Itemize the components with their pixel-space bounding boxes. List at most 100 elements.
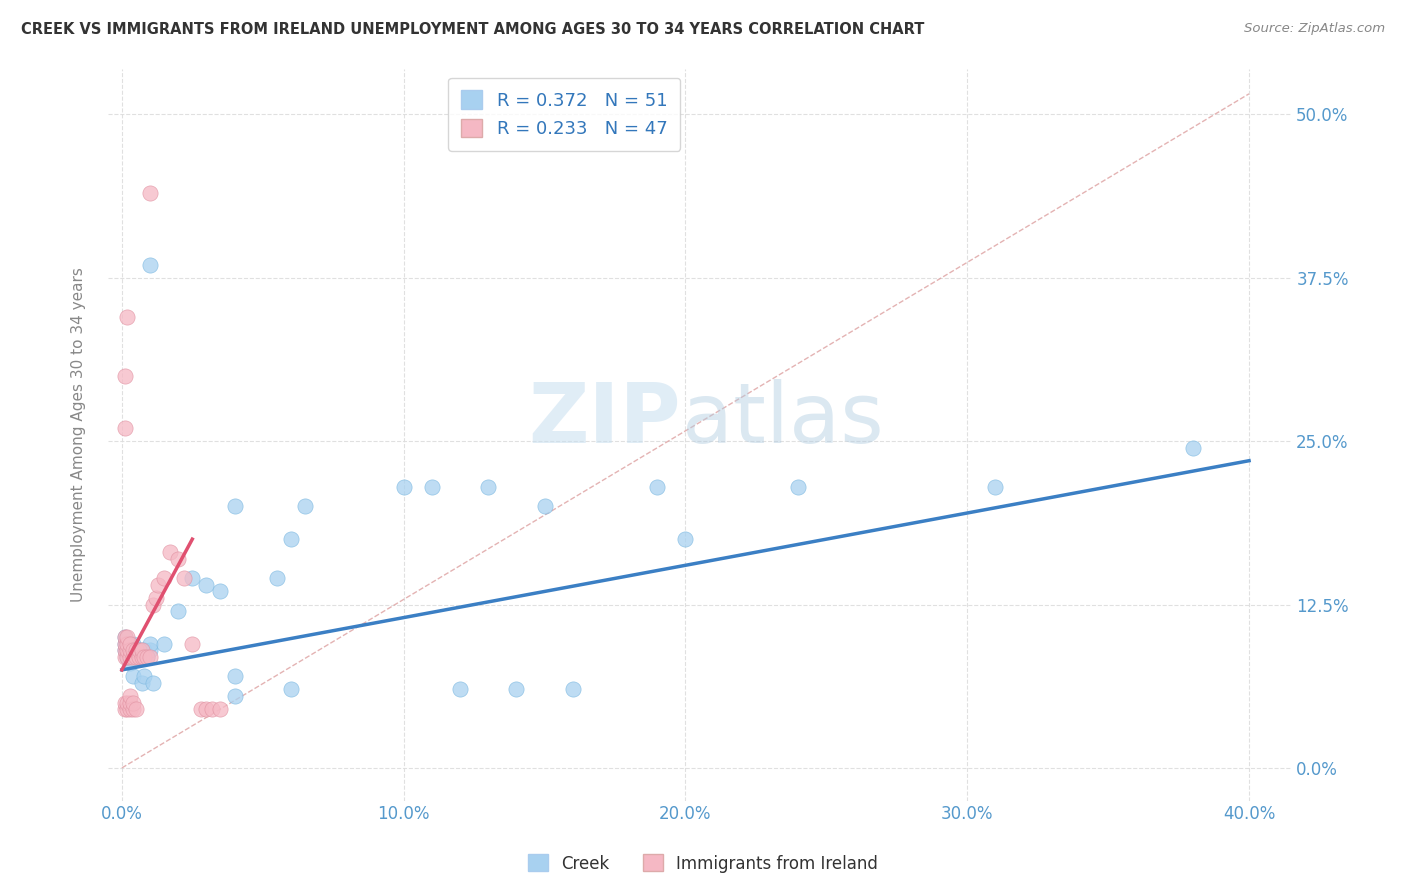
Point [139, 643, 162, 657]
Point [139, 258, 162, 272]
Point [167, 604, 190, 618]
Point [114, 643, 136, 657]
Point [139, 649, 162, 664]
Point [128, 643, 150, 657]
Point [125, 643, 148, 657]
Point [120, 657, 142, 671]
Point [134, 669, 156, 683]
Point [128, 649, 150, 664]
Point [114, 637, 136, 651]
Point [1181, 441, 1204, 455]
Point [131, 643, 153, 657]
Point [392, 480, 415, 494]
Point [122, 696, 145, 710]
Point [195, 578, 218, 592]
Point [120, 689, 142, 703]
Point [117, 637, 139, 651]
Point [114, 630, 136, 644]
Point [181, 637, 204, 651]
Point [153, 571, 176, 585]
Point [114, 421, 136, 435]
Point [787, 480, 810, 494]
Point [114, 649, 136, 664]
Point [142, 676, 165, 690]
Point [120, 637, 142, 651]
Point [117, 310, 139, 324]
Point [142, 598, 165, 612]
Point [120, 649, 142, 664]
Point [224, 500, 246, 514]
Point [117, 702, 139, 716]
Point [167, 551, 190, 566]
Point [131, 649, 153, 664]
Point [449, 682, 471, 697]
Text: atlas: atlas [682, 379, 883, 460]
Point [128, 649, 150, 664]
Point [120, 643, 142, 657]
Point [984, 480, 1007, 494]
Point [645, 480, 668, 494]
Point [195, 702, 218, 716]
Point [114, 637, 136, 651]
Point [280, 532, 302, 546]
Legend: R = 0.372   N = 51, R = 0.233   N = 47: R = 0.372 N = 51, R = 0.233 N = 47 [449, 78, 681, 151]
Point [148, 578, 170, 592]
Point [125, 702, 148, 716]
Point [122, 637, 145, 651]
Point [128, 643, 150, 657]
Point [114, 702, 136, 716]
Point [117, 630, 139, 644]
Point [420, 480, 443, 494]
Point [224, 669, 246, 683]
Point [477, 480, 499, 494]
Point [114, 643, 136, 657]
Point [117, 649, 139, 664]
Point [131, 649, 153, 664]
Point [159, 545, 181, 559]
Point [120, 643, 142, 657]
Point [294, 500, 316, 514]
Point [122, 643, 145, 657]
Point [117, 643, 139, 657]
Point [561, 682, 583, 697]
Point [122, 702, 145, 716]
Point [120, 696, 142, 710]
Text: CREEK VS IMMIGRANTS FROM IRELAND UNEMPLOYMENT AMONG AGES 30 TO 34 YEARS CORRELAT: CREEK VS IMMIGRANTS FROM IRELAND UNEMPLO… [21, 22, 925, 37]
Point [114, 368, 136, 383]
Y-axis label: Unemployment Among Ages 30 to 34 years: Unemployment Among Ages 30 to 34 years [72, 267, 86, 602]
Point [117, 649, 139, 664]
Point [134, 643, 156, 657]
Point [117, 643, 139, 657]
Point [280, 682, 302, 697]
Point [139, 637, 162, 651]
Point [122, 649, 145, 664]
Point [125, 643, 148, 657]
Point [125, 649, 148, 664]
Point [209, 584, 232, 599]
Point [209, 702, 232, 716]
Text: ZIP: ZIP [529, 379, 681, 460]
Point [117, 637, 139, 651]
Point [266, 571, 288, 585]
Point [136, 649, 159, 664]
Point [190, 702, 212, 716]
Point [131, 676, 153, 690]
Text: Source: ZipAtlas.com: Source: ZipAtlas.com [1244, 22, 1385, 36]
Point [114, 630, 136, 644]
Point [505, 682, 527, 697]
Point [139, 186, 162, 200]
Point [120, 637, 142, 651]
Point [201, 702, 224, 716]
Point [153, 637, 176, 651]
Legend: Creek, Immigrants from Ireland: Creek, Immigrants from Ireland [522, 847, 884, 880]
Point [114, 696, 136, 710]
Point [181, 571, 204, 585]
Point [131, 643, 153, 657]
Point [224, 689, 246, 703]
Point [120, 702, 142, 716]
Point [122, 643, 145, 657]
Point [122, 669, 145, 683]
Point [173, 571, 195, 585]
Point [136, 649, 159, 664]
Point [134, 649, 156, 664]
